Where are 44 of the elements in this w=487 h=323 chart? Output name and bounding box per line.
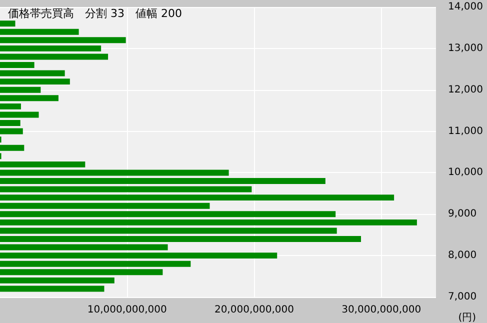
y-tick-label: 14,000 [448,2,483,12]
bar [0,62,34,68]
bar [0,86,41,93]
bar [0,70,65,76]
bar [0,219,417,226]
bar [0,228,337,234]
bar [0,244,168,250]
chart-title: 価格帯売買高 分割 33 値幅 200 [8,7,182,20]
bar [0,28,79,35]
x-axis-title: (円) [458,312,476,323]
bar [0,78,70,85]
bar [0,20,16,27]
bar [0,286,104,292]
bar [0,277,114,284]
bar [0,260,191,267]
y-tick-label: 10,000 [448,167,483,178]
y-tick-label: 11,000 [448,126,483,137]
x-tick-label: 30,000,000,000 [342,304,422,316]
bar [0,161,86,168]
bar [0,120,20,126]
bar [0,211,336,218]
x-tick-label: 20,000,000,000 [214,304,294,316]
bar [0,103,21,110]
bar [0,178,326,184]
bar [0,236,362,242]
bar [0,269,163,276]
y-tick-label: 13,000 [448,42,483,54]
bar [0,37,126,44]
x-tick-label: 10,000,000,000 [87,304,167,316]
bar [0,112,39,118]
bar [0,202,210,209]
bar [0,95,58,102]
y-tick-label: 8,000 [448,250,477,262]
y-tick-label: 9,000 [448,208,477,220]
bar [0,45,102,52]
bar [0,186,252,192]
bar [0,54,108,60]
y-tick-label: 7,000 [448,292,477,302]
bar [0,128,23,134]
bar [0,194,394,201]
bar [0,252,278,259]
bar [0,170,229,176]
bar [0,144,24,151]
y-tick-label: 12,000 [448,84,483,96]
